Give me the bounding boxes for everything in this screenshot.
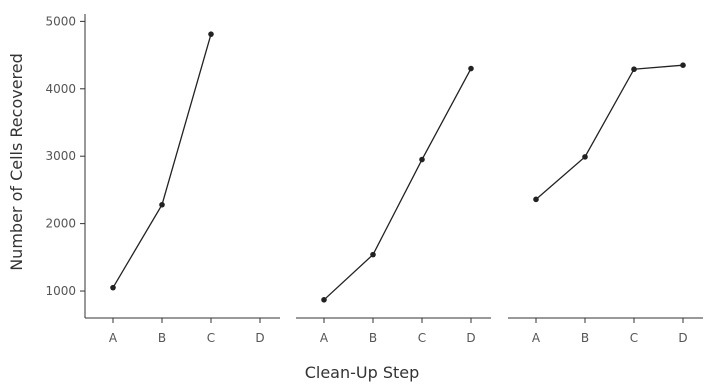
x-tick-label: A — [109, 331, 118, 345]
x-tick-label: B — [369, 331, 377, 345]
data-point — [468, 65, 474, 72]
x-tick-label: A — [320, 331, 329, 345]
series-line — [112, 34, 212, 288]
y-tick-label: 3000 — [45, 149, 76, 163]
y-axis: 1000 2000 3000 4000 5000 — [45, 14, 86, 318]
data-point — [159, 201, 165, 208]
x-axis-title: Clean-Up Step — [305, 363, 420, 382]
y-tick-label: 4000 — [45, 82, 76, 96]
y-tick-label: 5000 — [45, 14, 76, 28]
y-axis-title: Number of Cells Recovered — [7, 53, 26, 271]
x-tick-label: B — [158, 331, 166, 345]
x-tick-label: D — [678, 331, 687, 345]
y-tick-label: 1000 — [45, 284, 76, 298]
data-point — [582, 154, 588, 160]
data-point — [631, 66, 637, 73]
data-point — [370, 251, 376, 258]
x-tick-label: C — [418, 331, 426, 345]
series-line — [323, 68, 472, 301]
x-tick-label: D — [466, 331, 475, 345]
data-point — [533, 196, 539, 203]
panel-3: A B C D — [508, 62, 703, 345]
data-point — [321, 296, 327, 303]
panel-2: A B C D — [296, 65, 491, 345]
x-tick-label: A — [532, 331, 541, 345]
x-tick-label: B — [581, 331, 589, 345]
panel-1: A B C D — [85, 31, 280, 345]
series-line — [535, 64, 684, 200]
x-tick-label: D — [255, 331, 264, 345]
data-point — [680, 62, 686, 68]
data-point — [419, 156, 425, 163]
y-tick-label: 2000 — [45, 217, 76, 231]
x-tick-label: C — [630, 331, 638, 345]
data-point — [208, 31, 214, 37]
data-point — [110, 284, 116, 291]
x-tick-label: C — [207, 331, 215, 345]
